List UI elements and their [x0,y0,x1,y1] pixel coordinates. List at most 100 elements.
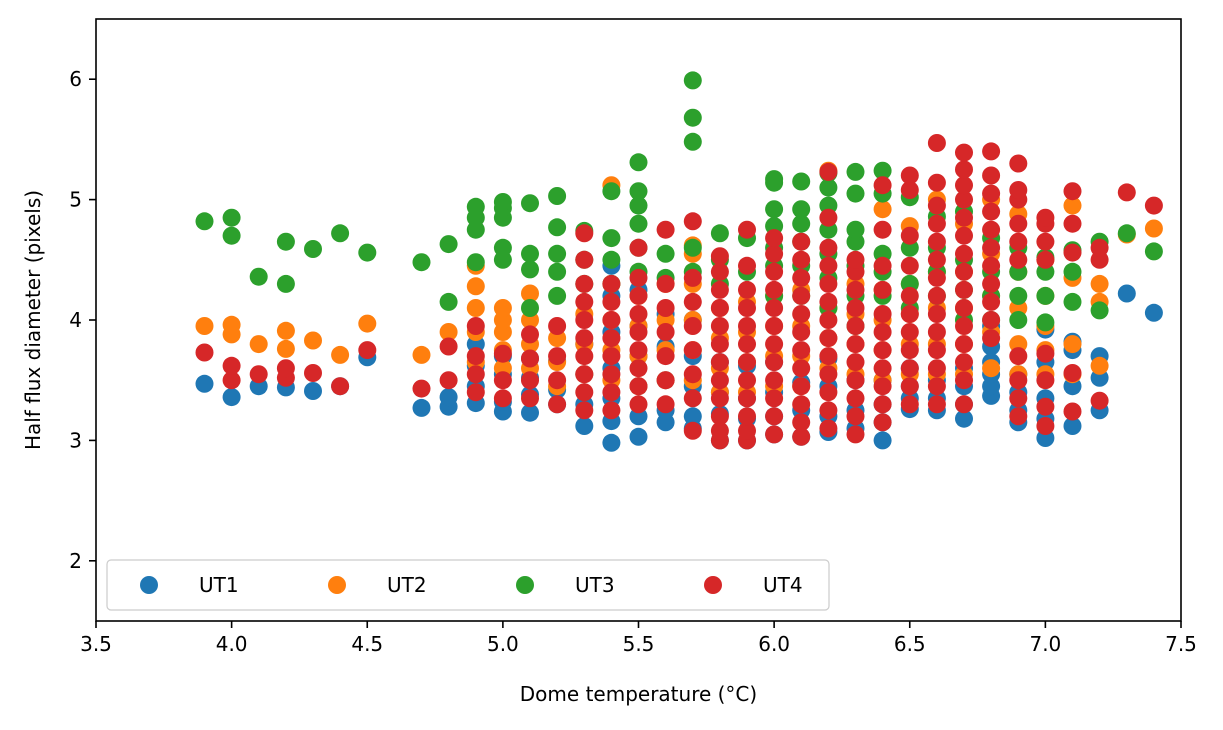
data-point-ut4-151 [873,176,892,195]
data-point-ut4-147 [873,305,892,323]
data-point-ut2-94 [982,359,1001,378]
x-tick-label: 4.0 [216,632,248,656]
data-point-ut1-7 [412,398,431,417]
data-point-ut4-201 [982,166,1001,185]
data-point-ut4-118 [819,401,838,420]
data-point-ut4-108 [792,377,811,396]
data-point-ut4-29 [575,365,594,384]
data-point-ut4-40 [602,347,621,366]
data-point-ut3-49 [683,71,702,90]
data-point-ut4-28 [575,383,594,402]
data-point-ut4-124 [819,292,838,311]
data-point-ut4-153 [900,377,919,396]
data-point-ut4-113 [792,286,811,305]
data-point-ut3-10 [439,292,458,311]
legend-label-ut1: UT1 [199,573,239,597]
data-point-ut2-10 [439,323,458,341]
data-point-ut4-35 [575,250,594,269]
data-points-layer [195,71,1163,452]
data-point-ut4-171 [927,250,946,269]
data-point-ut3-117 [1144,242,1163,261]
data-point-ut2-2 [222,315,241,334]
data-point-ut4-60 [656,220,675,239]
data-point-ut2-117 [1144,219,1163,238]
data-point-ut4-215 [1036,371,1055,390]
data-point-ut4-154 [900,359,919,378]
legend-marker-ut1 [140,576,158,594]
data-point-ut4-152 [900,395,919,414]
data-point-ut4-214 [1036,397,1055,416]
data-point-ut4-67 [683,268,702,287]
data-point-ut4-27 [575,401,594,420]
data-point-ut3-23 [521,244,539,263]
data-point-ut4-45 [629,395,648,414]
data-point-ut4-213 [1036,417,1055,435]
data-point-ut4-13 [466,365,485,384]
data-point-ut4-56 [656,347,675,366]
data-point-ut4-176 [927,134,946,152]
data-point-ut2-78 [873,200,892,219]
data-point-ut4-140 [846,250,865,269]
data-point-ut4-21 [521,349,539,368]
data-point-ut4-37 [602,401,621,420]
data-point-ut4-6 [304,364,322,382]
data-point-ut3-24 [521,194,539,213]
data-point-ut4-208 [1009,232,1028,251]
data-point-ut3-103 [1009,311,1028,329]
data-point-ut4-96 [765,371,784,390]
data-point-ut4-31 [575,329,594,348]
data-point-ut4-166 [927,341,946,360]
data-point-ut4-109 [792,359,811,378]
data-point-ut4-12 [466,383,485,402]
data-point-ut1-111 [1117,284,1136,303]
data-point-ut4-185 [955,244,973,263]
data-point-ut3-15 [466,197,485,216]
data-point-ut4-206 [1009,347,1028,366]
data-point-ut3-11 [439,235,458,254]
data-point-ut1-36 [629,427,648,446]
data-point-ut4-173 [927,214,946,233]
data-point-ut4-33 [575,292,594,311]
data-point-ut1-85 [955,409,973,428]
data-point-ut4-209 [1009,214,1028,233]
data-point-ut4-205 [1009,371,1028,390]
data-point-ut4-122 [819,329,838,348]
data-point-ut4-85 [738,371,756,390]
data-point-ut4-131 [846,407,865,426]
data-point-ut4-26 [548,317,567,335]
data-point-ut4-43 [602,292,621,311]
data-point-ut1-0 [195,374,214,393]
data-point-ut4-9 [412,379,431,398]
x-tick-label: 6.5 [894,632,926,656]
data-point-ut4-134 [846,353,865,372]
data-point-ut4-223 [1063,243,1082,262]
data-point-ut3-28 [548,218,567,237]
data-point-ut3-79 [846,220,865,239]
data-point-ut4-174 [927,196,946,215]
data-point-ut4-177 [955,395,973,414]
data-point-ut3-47 [683,132,702,151]
data-point-ut4-221 [1063,402,1082,421]
data-point-ut4-128 [819,208,838,227]
data-point-ut4-83 [738,407,756,426]
data-point-ut4-2 [222,356,241,375]
data-point-ut3-8 [358,243,377,262]
data-point-ut2-115 [1090,274,1109,293]
data-point-ut4-135 [846,335,865,354]
data-point-ut3-12 [466,253,485,272]
data-point-ut3-2 [222,208,241,227]
y-tick-label: 5 [69,188,82,212]
data-point-ut3-27 [548,244,567,263]
data-point-ut1-18 [521,403,539,422]
data-point-ut4-46 [629,377,648,396]
data-point-ut4-119 [819,383,838,402]
data-point-ut4-58 [656,299,675,317]
x-tick-label: 5.5 [623,632,655,656]
data-point-ut4-57 [656,323,675,341]
data-point-ut4-102 [765,262,784,281]
data-point-ut3-107 [1036,313,1055,332]
data-point-ut4-59 [656,274,675,293]
data-point-ut4-121 [819,347,838,366]
data-point-ut4-148 [873,280,892,299]
data-point-ut4-99 [765,317,784,335]
